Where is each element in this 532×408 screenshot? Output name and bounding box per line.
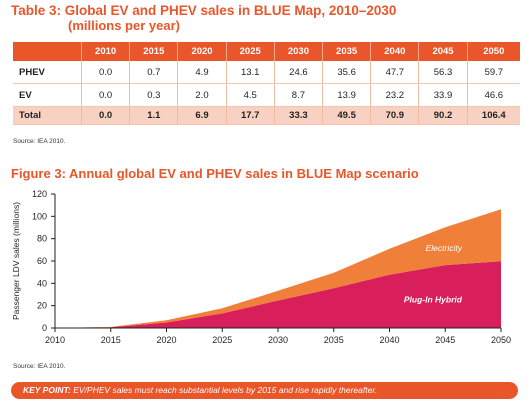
table-cell: 33.9 bbox=[418, 83, 468, 107]
table-header-cell: 2025 bbox=[226, 42, 275, 61]
table-cell: 59.7 bbox=[467, 61, 520, 84]
table-cell: 47.7 bbox=[370, 61, 420, 84]
table-cell: PHEV bbox=[13, 61, 82, 84]
figure-title: Figure 3: Annual global EV and PHEV sale… bbox=[11, 166, 419, 181]
table-cell: 70.9 bbox=[370, 106, 420, 125]
table-cell: 0.0 bbox=[81, 106, 131, 125]
x-tick-label: 2020 bbox=[156, 335, 176, 345]
table-cell: 13.9 bbox=[322, 83, 372, 107]
x-tick-label: 2050 bbox=[491, 335, 511, 345]
x-tick-label: 2030 bbox=[268, 335, 288, 345]
table-cell: 56.3 bbox=[418, 61, 468, 84]
table-cell: 1.1 bbox=[129, 106, 179, 125]
y-tick-label: 100 bbox=[32, 211, 47, 221]
table-header-cell: 2015 bbox=[129, 42, 179, 61]
table-source: Source: IEA 2010. bbox=[13, 138, 66, 145]
x-tick-label: 2045 bbox=[435, 335, 455, 345]
table-cell: 35.6 bbox=[322, 61, 372, 84]
x-tick-label: 2040 bbox=[379, 335, 399, 345]
table-cell: EV bbox=[13, 83, 82, 107]
table-cell: 90.2 bbox=[418, 106, 468, 125]
sales-table: 2010 2015 2020 2025 2030 2035 2040 2045 … bbox=[13, 42, 520, 125]
x-tick-label: 2025 bbox=[212, 335, 232, 345]
y-tick-label: 80 bbox=[37, 234, 47, 244]
table-subtitle: (millions per year) bbox=[68, 18, 180, 33]
table-cell: 46.6 bbox=[467, 83, 520, 107]
series-label: Plug-In Hybrid bbox=[404, 295, 463, 305]
table-cell: 0.7 bbox=[129, 61, 179, 84]
table-header-cell: 2030 bbox=[274, 42, 324, 61]
figure-source: Source: IEA 2010. bbox=[13, 363, 66, 370]
key-point-text: EV/PHEV sales must reach substantial lev… bbox=[73, 385, 378, 395]
table-header-cell: 2045 bbox=[418, 42, 468, 61]
series-label: Electricity bbox=[426, 243, 463, 253]
table-cell: 23.2 bbox=[370, 83, 420, 107]
table-row: PHEV 0.0 0.7 4.9 13.1 24.6 35.6 47.7 56.… bbox=[13, 61, 520, 84]
table-cell: 33.3 bbox=[274, 106, 324, 125]
table-header-cell: 2050 bbox=[467, 42, 520, 61]
electricity-area bbox=[55, 209, 501, 328]
table-cell: 17.7 bbox=[226, 106, 275, 125]
y-tick-label: 40 bbox=[37, 278, 47, 288]
table-row: EV 0.0 0.3 2.0 4.5 8.7 13.9 23.2 33.9 46… bbox=[13, 83, 520, 107]
area-chart: Plug-In HybridElectricity020406080100120… bbox=[11, 189, 511, 345]
key-point-banner: KEY POINT: EV/PHEV sales must reach subs… bbox=[11, 382, 518, 399]
table-cell: 106.4 bbox=[467, 106, 520, 125]
table-cell: 4.5 bbox=[226, 83, 275, 107]
table-cell: 0.3 bbox=[129, 83, 179, 107]
table-cell: Total bbox=[13, 106, 82, 125]
y-tick-label: 60 bbox=[37, 256, 47, 266]
x-tick-label: 2010 bbox=[45, 335, 65, 345]
table-header-row: 2010 2015 2020 2025 2030 2035 2040 2045 … bbox=[13, 42, 520, 61]
table-cell: 13.1 bbox=[226, 61, 275, 84]
y-tick-label: 0 bbox=[42, 323, 47, 333]
table-header-cell: 2010 bbox=[81, 42, 131, 61]
table-header-cell: 2040 bbox=[370, 42, 420, 61]
y-tick-label: 120 bbox=[32, 189, 47, 199]
y-tick-label: 20 bbox=[37, 301, 47, 311]
table-total-row: Total 0.0 1.1 6.9 17.7 33.3 49.5 70.9 90… bbox=[13, 106, 520, 125]
table-cell: 49.5 bbox=[322, 106, 372, 125]
table-header-cell: 2020 bbox=[177, 42, 227, 61]
table-header-cell: 2035 bbox=[322, 42, 372, 61]
table-cell: 0.0 bbox=[81, 61, 131, 84]
x-tick-label: 2015 bbox=[101, 335, 121, 345]
table-cell: 24.6 bbox=[274, 61, 324, 84]
key-point-label: KEY POINT: bbox=[23, 385, 71, 395]
table-cell: 8.7 bbox=[274, 83, 324, 107]
table-cell: 6.9 bbox=[177, 106, 227, 125]
table-cell: 0.0 bbox=[81, 83, 131, 107]
table-cell: 4.9 bbox=[177, 61, 227, 84]
table-cell: 2.0 bbox=[177, 83, 227, 107]
x-tick-label: 2035 bbox=[324, 335, 344, 345]
table-title: Table 3: Global EV and PHEV sales in BLU… bbox=[11, 3, 397, 18]
plug-in-hybrid-area bbox=[55, 261, 501, 328]
y-axis-label: Passenger LDV sales (millions) bbox=[11, 202, 21, 320]
table-header-cell bbox=[13, 42, 82, 61]
